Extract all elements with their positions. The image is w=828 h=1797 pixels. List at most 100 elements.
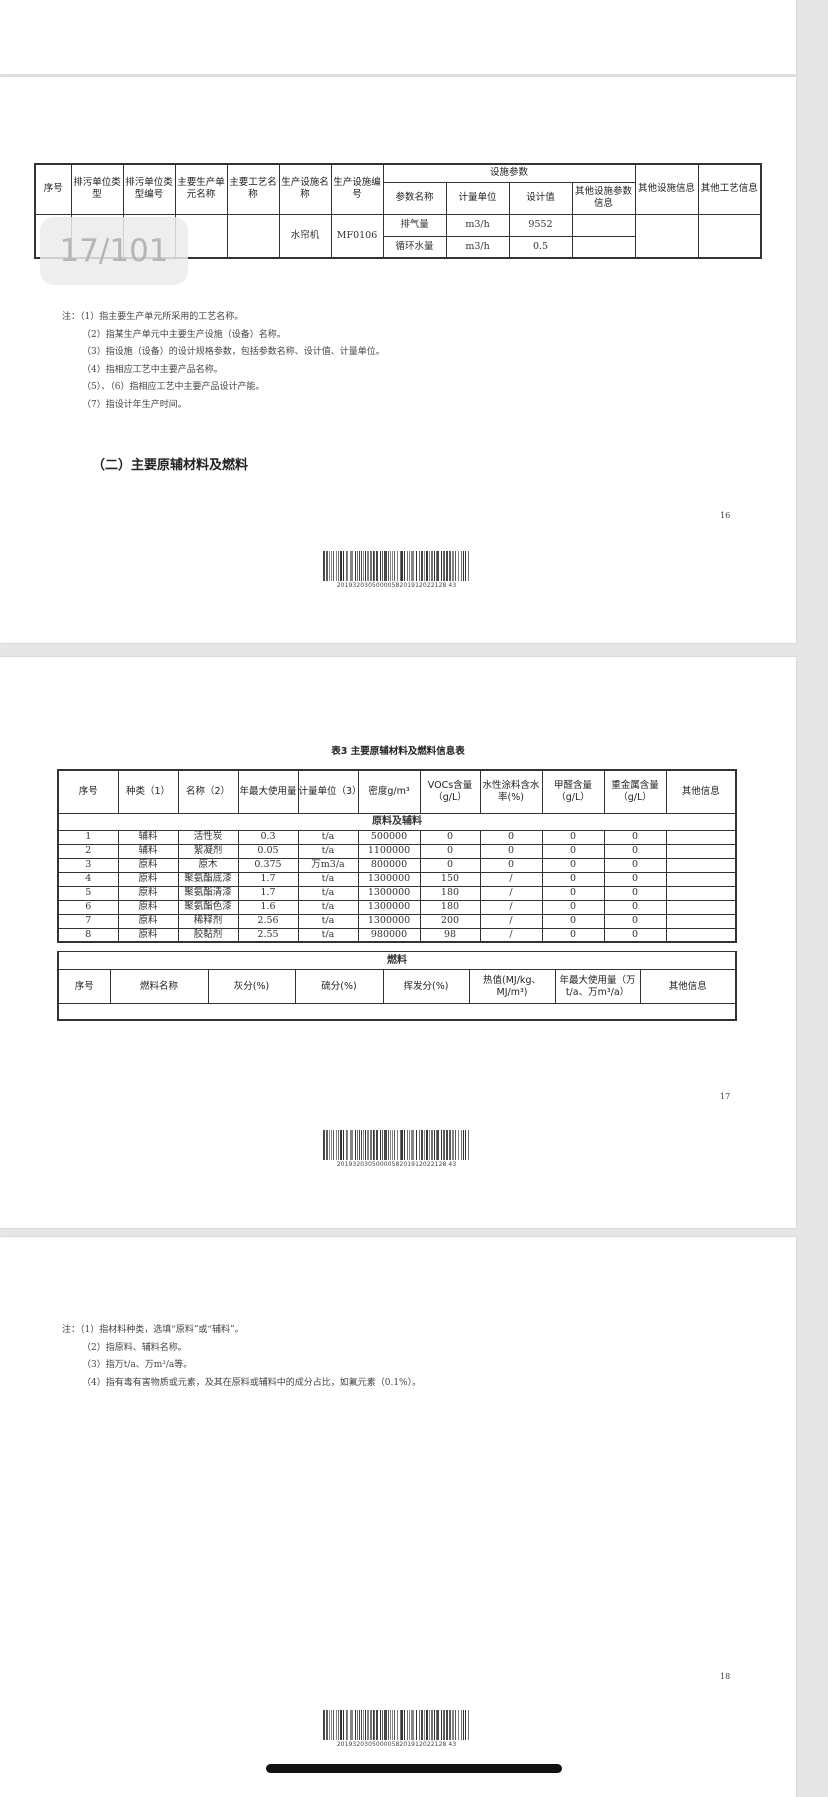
table-cell: 0 [603, 913, 667, 929]
header-cell: 密度g/m³ [357, 769, 421, 814]
page-number: 17 [720, 1092, 731, 1101]
table-row: 7 原料 稀释剂 2.56 t/a 1300000 200/0 0 [57, 913, 737, 929]
table-cell: 180 [419, 899, 481, 915]
table-cell: 1300000 [357, 885, 421, 901]
table-cell: 3 [57, 857, 119, 873]
table-row: 1 辅料 活性炭 0.3 t/a 500000 0 0 0 0 [57, 829, 737, 845]
table-cell: 0 [479, 843, 543, 859]
header-cell: 设施参数 [382, 163, 636, 183]
materials-table: 序号 种类（1） 名称（2） 年最大使用量 计量单位（3） 密度g/m³ VOC… [57, 769, 737, 943]
notes-table3: 注：（1）指材料种类，选填“原料”或“辅料”。 （2）指原料、辅料名称。 （3）… [62, 1322, 421, 1392]
param-value: 0.5 [508, 235, 573, 259]
table-cell: 0.3 [237, 829, 299, 845]
table-cell [665, 843, 737, 859]
table-cell: 絮凝剂 [177, 843, 239, 859]
table-cell: 0 [419, 843, 481, 859]
header-cell: 生产设施名称 [278, 163, 332, 215]
table-cell: 0 [541, 913, 605, 929]
note-line: （2）指原料、辅料名称。 [82, 1342, 187, 1353]
table-cell: 1300000 [357, 913, 421, 929]
empty-row [57, 1003, 737, 1020]
table-cell: 500000 [357, 829, 421, 845]
note-line: 注：（1）指材料种类，选填“原料”或“辅料”。 [62, 1325, 244, 1335]
header-cell: 序号 [57, 769, 119, 814]
table-cell: t/a [297, 843, 359, 859]
table-cell: 1.7 [237, 871, 299, 887]
table-cell [665, 829, 737, 845]
param-unit: m3/h [445, 235, 510, 259]
barcode: 2019320305000058201912022128 43 [323, 1710, 470, 1748]
table-cell: 0 [541, 927, 605, 943]
note-line: （5）、（6）指相应工艺中主要产品设计产能。 [82, 382, 265, 392]
table-cell: 0 [603, 843, 667, 859]
table-cell: 0 [541, 899, 605, 915]
param-value: 9552 [508, 213, 573, 237]
note-line: 注：（1）指主要生产单元所采用的工艺名称。 [62, 312, 244, 322]
table-cell [665, 913, 737, 929]
table-cell: t/a [297, 829, 359, 845]
header-cell: 序号 [57, 969, 111, 1004]
header-cell: 甲醛含量（g/L） [541, 769, 605, 814]
note-line: （4）指相应工艺中主要产品名称。 [82, 364, 223, 375]
table-cell: 0 [603, 829, 667, 845]
fuel-table: 燃料 序号 燃料名称 灰分(%) 硫分(%) 挥发分(%) 热值(MJ/kg、M… [57, 951, 737, 1021]
table-cell: 聚氨酯色漆 [177, 899, 239, 915]
table-cell: 4 [57, 871, 119, 887]
table-cell: / [479, 885, 543, 901]
notes-table2: 注：（1）指主要生产单元所采用的工艺名称。 （2）指某生产单元中主要生产设施（设… [62, 309, 385, 414]
header-cell: 排污单位类型编号 [122, 163, 176, 215]
table-row: 5 原料 聚氨酯清漆 1.7 t/a 1300000 180/0 0 [57, 885, 737, 901]
table-cell: 原木 [177, 857, 239, 873]
table-cell: / [479, 871, 543, 887]
header-cell: 其他信息 [665, 769, 737, 814]
table-cell: 5 [57, 885, 119, 901]
table-cell: 0 [419, 857, 481, 873]
table-cell: 0 [603, 871, 667, 887]
table-cell: 0.05 [237, 843, 299, 859]
table-cell: 原料 [117, 913, 179, 929]
page-number: 18 [720, 1672, 731, 1681]
table-cell: 0 [541, 885, 605, 901]
header-cell: 重金属含量（g/L） [603, 769, 667, 814]
table-cell: 200 [419, 913, 481, 929]
facility-name: 水帘机 [278, 213, 332, 259]
table-cell: t/a [297, 913, 359, 929]
note-line: （7）指设计年生产时间。 [82, 399, 187, 410]
table-cell: 0 [603, 857, 667, 873]
table-cell: 7 [57, 913, 119, 929]
table-cell: t/a [297, 885, 359, 901]
header-cell: 主要生产单元名称 [174, 163, 228, 215]
pdf-page-18 [0, 1237, 796, 1797]
table-cell [665, 899, 737, 915]
header-cell: 其他设施参数信息 [571, 181, 636, 215]
header-cell: VOCs含量（g/L） [419, 769, 481, 814]
table-cell: 6 [57, 899, 119, 915]
header-cell: 主要工艺名称 [226, 163, 280, 215]
table-cell: 0.375 [237, 857, 299, 873]
table-cell: 0 [479, 829, 543, 845]
table-cell: 8 [57, 927, 119, 943]
table-cell: 稀释剂 [177, 913, 239, 929]
header-cell: 灰分(%) [207, 969, 296, 1004]
table-cell: 0 [479, 857, 543, 873]
table-cell [665, 857, 737, 873]
facility-code: MF0106 [330, 213, 384, 259]
table-cell [665, 885, 737, 901]
table-cell: 万m3/a [297, 857, 359, 873]
header-cell: 其他设施信息 [634, 163, 699, 215]
barcode-number: 2019320305000058201912022128 43 [336, 1741, 457, 1748]
note-line: （2）指某生产单元中主要生产设施（设备）名称。 [82, 329, 286, 340]
table-cell: t/a [297, 927, 359, 943]
header-cell: 挥发分(%) [382, 969, 470, 1004]
table-cell: 98 [419, 927, 481, 943]
section-row: 原料及辅料 [57, 812, 737, 831]
header-cell: 排污单位类型 [70, 163, 124, 215]
header-cell: 序号 [34, 163, 72, 215]
table-cell: 1.7 [237, 885, 299, 901]
header-cell: 种类（1） [117, 769, 179, 814]
param-unit: m3/h [445, 213, 510, 237]
home-indicator[interactable] [266, 1764, 562, 1773]
header-cell: 其他信息 [639, 969, 737, 1004]
barcode-number: 2019320305000058201912022128 43 [336, 1161, 457, 1168]
table-cell: 1.6 [237, 899, 299, 915]
